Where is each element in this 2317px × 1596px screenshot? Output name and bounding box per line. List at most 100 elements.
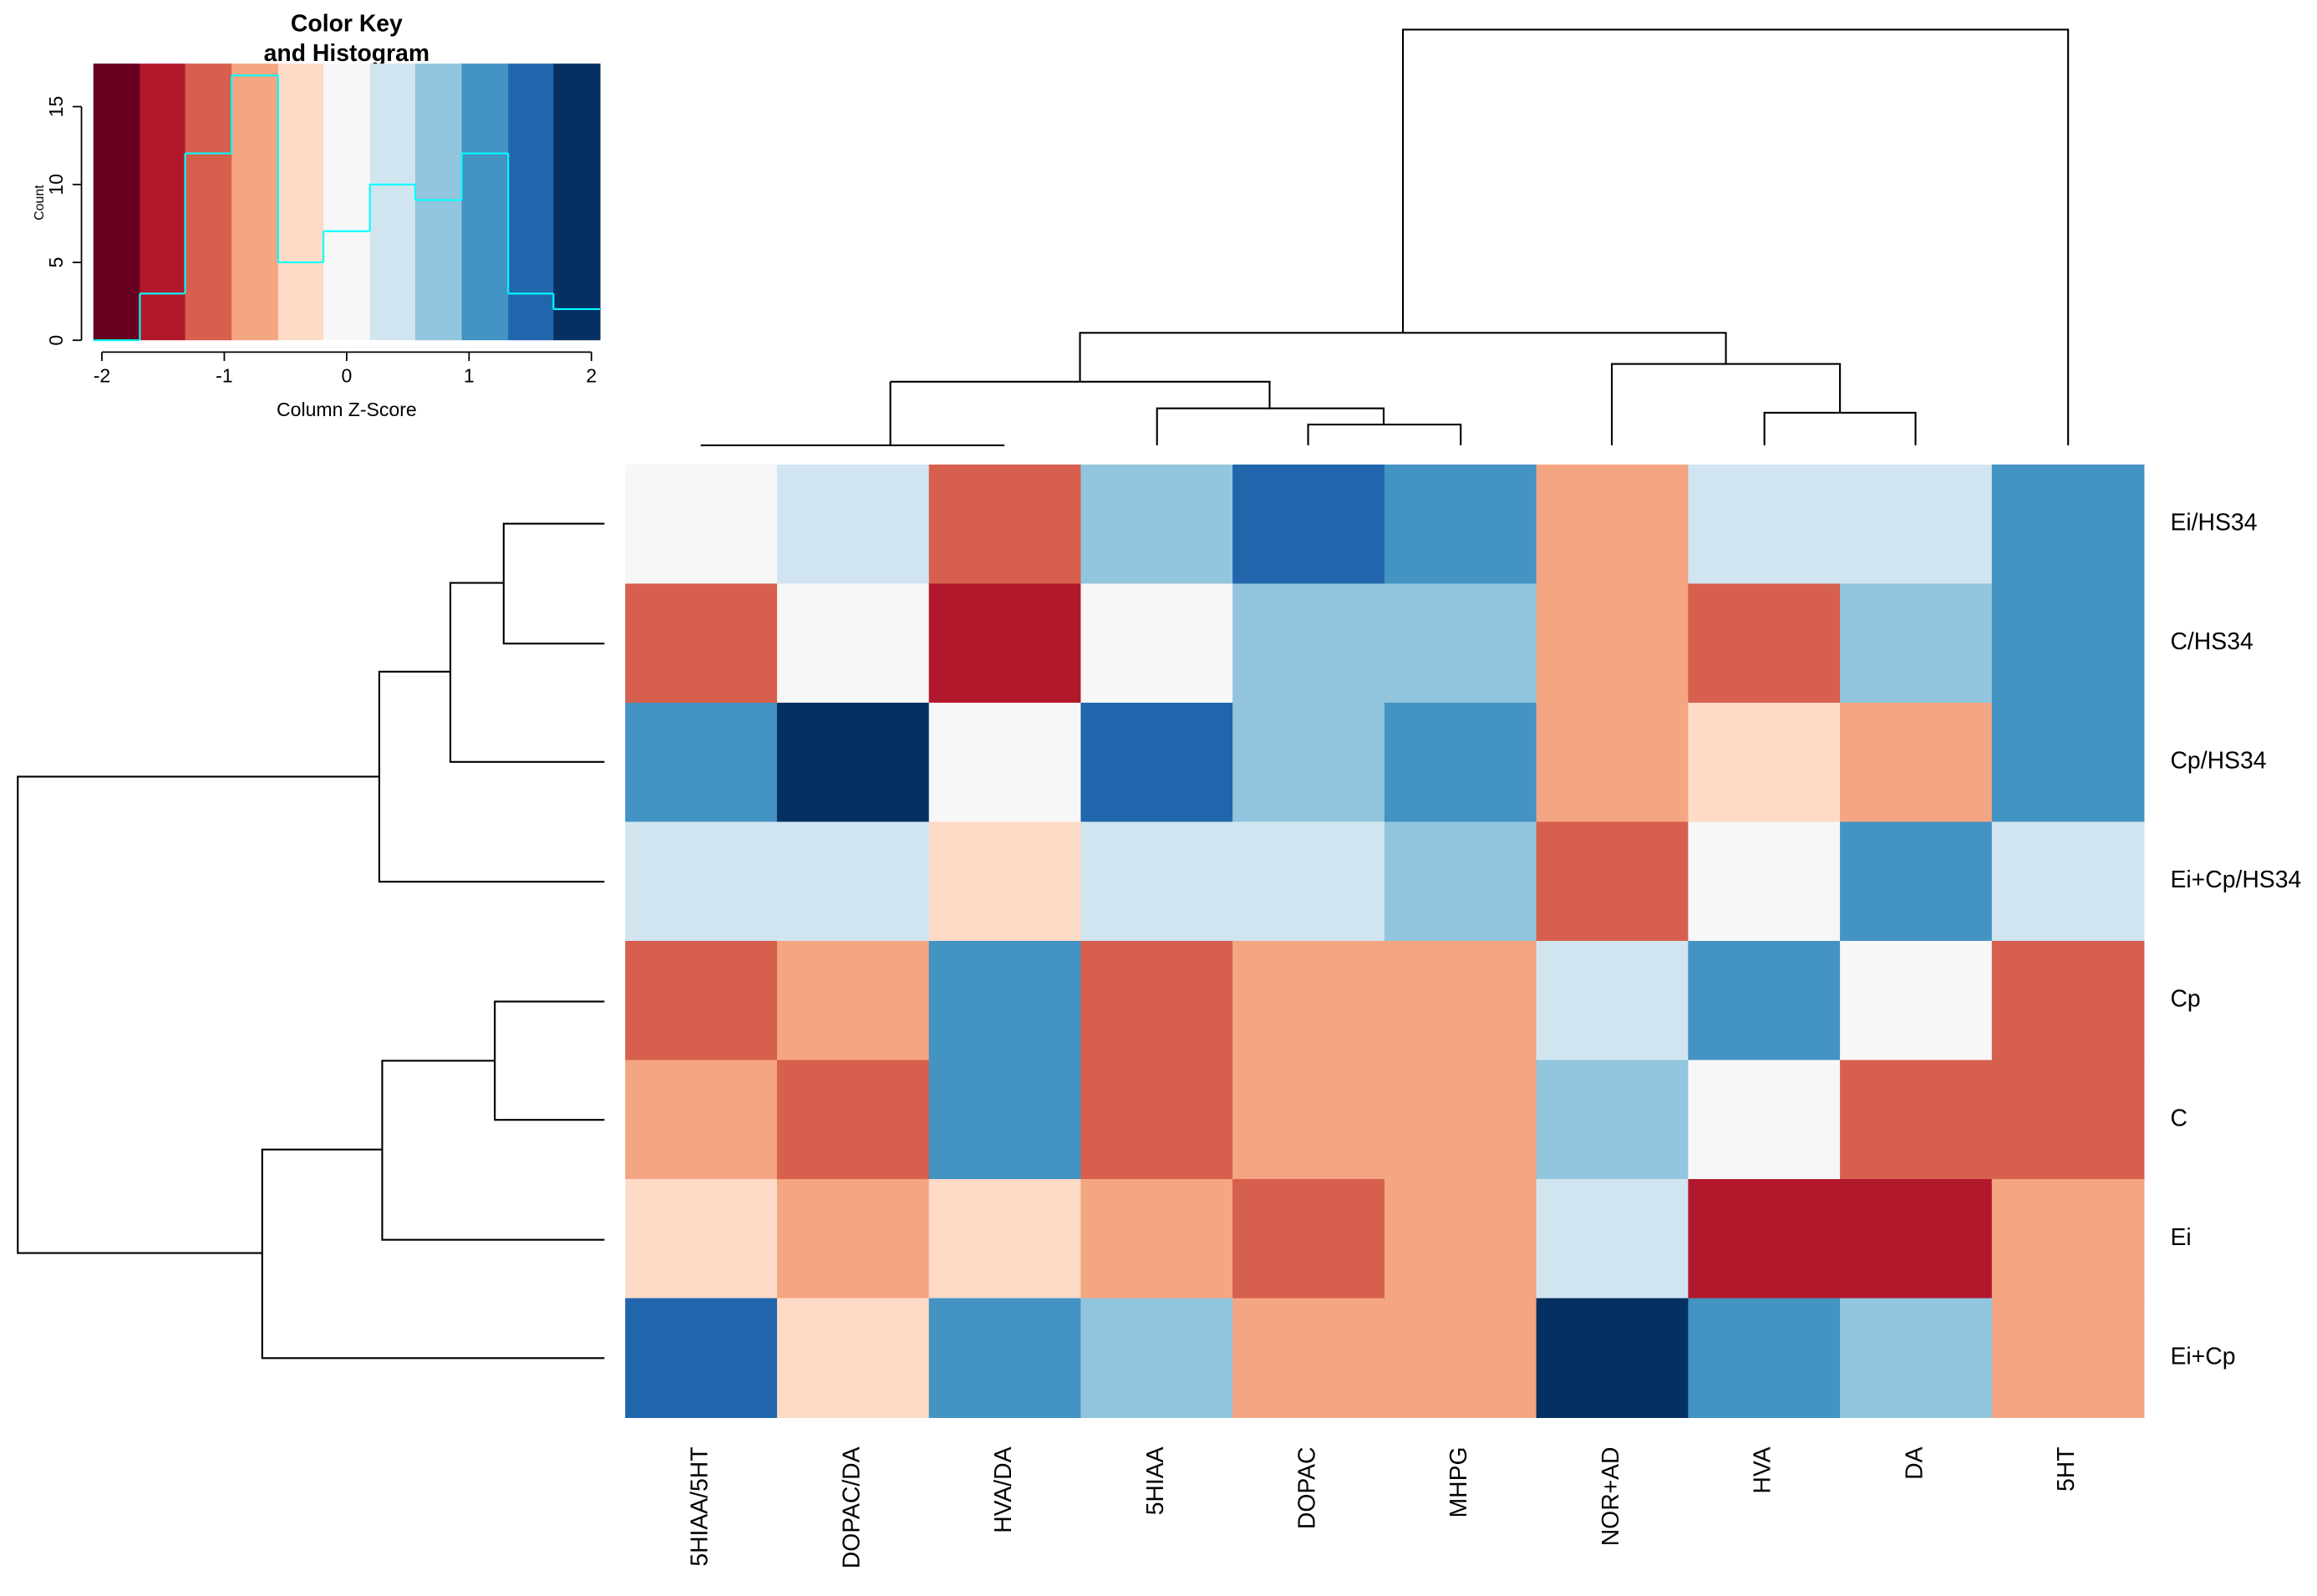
heatmap-cell <box>1840 464 1993 585</box>
heatmap-cell <box>928 1179 1082 1299</box>
heatmap-cell <box>1840 583 1993 704</box>
y-tick-label: 0 <box>45 335 67 346</box>
x-tick-label: 0 <box>341 365 352 387</box>
key-y-label: Count <box>33 185 47 221</box>
heatmap-cell <box>625 464 778 585</box>
column-dendrogram <box>700 28 2070 446</box>
heatmap-cell <box>1232 702 1385 823</box>
key-x-label: Column Z-Score <box>277 399 417 420</box>
heatmap-cell <box>1688 1298 1841 1418</box>
heatmap-cell <box>1232 464 1385 585</box>
heatmap-cell <box>1232 1060 1385 1180</box>
column-label: DOPAC <box>1293 1446 1320 1529</box>
heatmap-cell <box>1840 1179 1993 1299</box>
heatmap-cell <box>1688 464 1841 585</box>
heatmap-cell <box>1232 941 1385 1061</box>
heatmap-cell <box>625 583 778 704</box>
row-label: C <box>2170 1105 2187 1131</box>
heatmap-cell <box>1991 583 2145 704</box>
heatmap-cell <box>1840 702 1993 823</box>
heatmap-cell <box>928 1060 1082 1180</box>
heatmap-cell <box>776 821 930 942</box>
heatmap-cell <box>1536 702 1689 823</box>
heatmap-cell <box>1536 941 1689 1061</box>
x-tick-label: 1 <box>464 365 475 387</box>
heatmap-cell <box>625 1060 778 1180</box>
key-color-band <box>553 64 601 341</box>
x-tick-label: -1 <box>216 365 232 387</box>
row-label: Ei/HS34 <box>2170 510 2257 536</box>
column-label: HVA/DA <box>990 1446 1017 1532</box>
heatmap-cell <box>1080 821 1234 942</box>
heatmap-cell <box>1080 702 1234 823</box>
row-label: Ei+Cp/HS34 <box>2170 867 2301 893</box>
heatmap-cell <box>625 821 778 942</box>
key-color-band <box>508 64 554 341</box>
heatmap-cell <box>928 821 1082 942</box>
heatmap-cell <box>1840 1298 1993 1418</box>
heatmap-cell <box>776 1298 930 1418</box>
heatmap-cell <box>1991 1298 2145 1418</box>
y-tick-label: 15 <box>45 96 67 118</box>
heatmap-cell <box>1840 941 1993 1061</box>
heatmap-cell <box>776 583 930 704</box>
heatmap-cell <box>1232 821 1385 942</box>
heatmap-cell <box>776 941 930 1061</box>
heatmap-cell <box>1991 821 2145 942</box>
column-label: DOPAC/DA <box>838 1446 865 1568</box>
key-color-band <box>277 64 324 341</box>
heatmap-cell <box>1384 1179 1537 1299</box>
heatmap-cell <box>1991 1060 2145 1180</box>
heatmap-cell <box>928 941 1082 1061</box>
key-color-band <box>231 64 279 341</box>
heatmap-cell <box>1384 821 1537 942</box>
row-dendrogram <box>17 522 605 1360</box>
row-label: Cp/HS34 <box>2170 748 2266 775</box>
heatmap-cell <box>1688 583 1841 704</box>
heatmap-cell <box>1536 464 1689 585</box>
y-tick-label: 10 <box>45 174 67 196</box>
heatmap-cell <box>625 702 778 823</box>
column-label: 5HIAA <box>1142 1446 1169 1515</box>
key-color-band <box>414 64 463 341</box>
key-color-band <box>369 64 416 341</box>
column-label: NOR+AD <box>1598 1446 1624 1546</box>
y-tick-label: 5 <box>45 257 67 268</box>
key-color-band <box>323 64 371 341</box>
heatmap-cell <box>1080 583 1234 704</box>
heatmap-cell <box>1080 941 1234 1061</box>
heatmap-cell <box>1536 1298 1689 1418</box>
row-label: C/HS34 <box>2170 628 2253 655</box>
heatmap-cell <box>1840 821 1993 942</box>
heatmap-cell <box>1536 821 1689 942</box>
heatmap-cell <box>1536 1060 1689 1180</box>
heatmap-cell <box>776 1060 930 1180</box>
column-label: 5HIAA/5HT <box>687 1446 714 1566</box>
heatmap-cell <box>1080 464 1234 585</box>
heatmap-cell <box>1080 1298 1234 1418</box>
heatmap-cell <box>1991 1179 2145 1299</box>
key-title: Color Key <box>291 11 403 38</box>
heatmap-cell <box>928 464 1082 585</box>
heatmap-cell <box>928 583 1082 704</box>
heatmap-cell <box>1384 464 1537 585</box>
heatmap-cell <box>1536 583 1689 704</box>
heatmap-cell <box>1688 1179 1841 1299</box>
heatmap-cell <box>625 941 778 1061</box>
row-label: Cp <box>2170 986 2200 1013</box>
heatmap-cell <box>1384 1060 1537 1180</box>
heatmap-cell <box>776 702 930 823</box>
heatmap-cell <box>1384 941 1537 1061</box>
heatmap-cell <box>1384 702 1537 823</box>
heatmap-cell <box>776 1179 930 1299</box>
heatmap-cell <box>1384 1298 1537 1418</box>
key-subtitle: and Histogram <box>264 40 429 67</box>
heatmap-cell <box>1232 1179 1385 1299</box>
heatmap-cell <box>1232 583 1385 704</box>
heatmap-cell <box>1991 941 2145 1061</box>
heatmap-cell <box>625 1179 778 1299</box>
heatmap-cell <box>1232 1298 1385 1418</box>
key-color-band <box>93 64 140 341</box>
heatmap-cell <box>1688 941 1841 1061</box>
